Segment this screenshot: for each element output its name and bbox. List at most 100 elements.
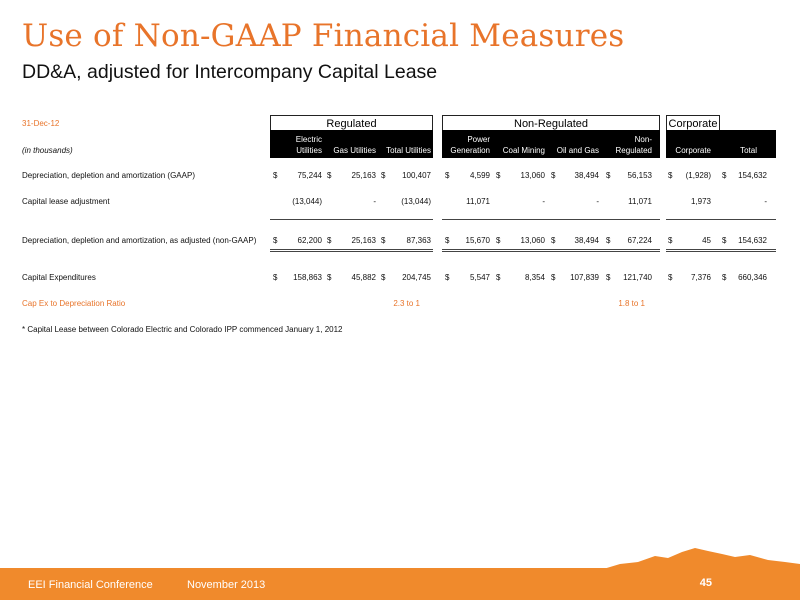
cell-value: 154,632 xyxy=(738,236,767,245)
currency-symbol: $ xyxy=(496,273,501,282)
currency-symbol: $ xyxy=(722,171,727,180)
row-label-ratio: Cap Ex to Depreciation Ratio xyxy=(22,299,126,308)
currency-symbol: $ xyxy=(551,273,556,282)
currency-symbol: $ xyxy=(445,273,450,282)
cell-value: 38,494 xyxy=(574,236,599,245)
col-power-line1: Power xyxy=(467,135,490,144)
cell-value: 158,863 xyxy=(293,273,322,282)
col-nonreg-line1: Non- xyxy=(634,135,652,144)
currency-symbol: $ xyxy=(327,171,332,180)
cell-value: 87,363 xyxy=(406,236,431,245)
currency-symbol: $ xyxy=(327,236,332,245)
currency-symbol: $ xyxy=(606,171,611,180)
currency-symbol: $ xyxy=(445,236,450,245)
cell-value: 5,547 xyxy=(469,273,490,282)
currency-symbol: $ xyxy=(496,171,501,180)
col-power-line2: Generation xyxy=(450,146,490,155)
currency-symbol: $ xyxy=(668,171,673,180)
cell-value: 13,060 xyxy=(520,171,545,180)
header-band-corporate xyxy=(666,130,776,158)
cell-value: 121,740 xyxy=(623,273,652,282)
cell-value: 8,354 xyxy=(524,273,545,282)
currency-symbol: $ xyxy=(327,273,332,282)
col-total: Total xyxy=(740,146,757,155)
currency-symbol: $ xyxy=(551,236,556,245)
footnote: * Capital Lease between Colorado Electri… xyxy=(22,325,343,334)
cell-value: 38,494 xyxy=(574,171,599,180)
total-double-rule xyxy=(270,249,433,252)
col-electric-line2: Utilities xyxy=(296,146,322,155)
cell-value: 660,346 xyxy=(738,273,767,282)
cell-value: - xyxy=(373,197,376,206)
currency-symbol: $ xyxy=(445,171,450,180)
date-label: 31-Dec-12 xyxy=(22,119,60,128)
cell-value: 11,071 xyxy=(466,197,490,206)
footer-band xyxy=(0,568,800,600)
cell-value: (13,044) xyxy=(401,197,431,206)
subtotal-rule xyxy=(442,219,660,220)
total-double-rule xyxy=(666,249,776,252)
row-label-capex: Capital Expenditures xyxy=(22,273,96,282)
col-oil-gas: Oil and Gas xyxy=(556,146,599,155)
col-coal: Coal Mining xyxy=(502,146,545,155)
currency-symbol: $ xyxy=(273,236,278,245)
currency-symbol: $ xyxy=(381,273,386,282)
header-band-non-regulated xyxy=(442,130,660,158)
cell-value: - xyxy=(542,197,545,206)
footer-date: November 2013 xyxy=(187,579,266,591)
mountain-silhouette xyxy=(600,548,800,570)
currency-symbol: $ xyxy=(381,171,386,180)
group-corporate: Corporate xyxy=(666,115,720,131)
cell-value: - xyxy=(596,197,599,206)
subtotal-rule xyxy=(666,219,776,220)
cell-value: 204,745 xyxy=(402,273,431,282)
currency-symbol: $ xyxy=(668,236,673,245)
cell-value: 25,163 xyxy=(351,171,376,180)
group-non-regulated: Non-Regulated xyxy=(442,115,660,131)
cell-value: 11,071 xyxy=(628,197,652,206)
cell-value: 100,407 xyxy=(402,171,431,180)
group-regulated: Regulated xyxy=(270,115,433,131)
currency-symbol: $ xyxy=(722,236,727,245)
cell-value: (1,928) xyxy=(685,171,711,180)
col-electric-line1: Electric xyxy=(295,135,322,144)
header-band-regulated xyxy=(270,130,433,158)
currency-symbol: $ xyxy=(381,236,386,245)
currency-symbol: $ xyxy=(668,273,673,282)
cell-value: (13,044) xyxy=(292,197,322,206)
cell-value: 75,244 xyxy=(297,171,322,180)
cell-value: 25,163 xyxy=(351,236,376,245)
currency-symbol: $ xyxy=(722,273,727,282)
cell-value: 62,200 xyxy=(297,236,322,245)
row-label-dda-adjusted: Depreciation, depletion and amortization… xyxy=(22,236,257,245)
col-nonreg-line2: Regulated xyxy=(615,146,652,155)
cell-value: - xyxy=(764,197,767,206)
cell-value: 15,670 xyxy=(465,236,490,245)
units-label: (in thousands) xyxy=(22,146,73,155)
cell-value: 4,599 xyxy=(469,171,490,180)
footer-conference: EEI Financial Conference xyxy=(28,579,153,591)
subtotal-rule xyxy=(270,219,433,220)
cell-value: 45 xyxy=(702,236,711,245)
page-number: 45 xyxy=(699,577,712,589)
row-label-dda-gaap: Depreciation, depletion and amortization… xyxy=(22,171,195,180)
cell-value: 1,973 xyxy=(690,197,711,206)
col-corporate: Corporate xyxy=(675,146,711,155)
ratio-non-regulated: 1.8 to 1 xyxy=(618,299,645,308)
cell-value: 7,376 xyxy=(690,273,711,282)
total-double-rule xyxy=(442,249,660,252)
currency-symbol: $ xyxy=(273,171,278,180)
row-label-lease-adjustment: Capital lease adjustment xyxy=(22,197,110,206)
cell-value: 154,632 xyxy=(738,171,767,180)
cell-value: 56,153 xyxy=(627,171,652,180)
ratio-regulated: 2.3 to 1 xyxy=(393,299,420,308)
page-title: Use of Non-GAAP Financial Measures xyxy=(22,18,625,54)
currency-symbol: $ xyxy=(551,171,556,180)
currency-symbol: $ xyxy=(606,273,611,282)
currency-symbol: $ xyxy=(496,236,501,245)
cell-value: 107,839 xyxy=(570,273,599,282)
col-gas: Gas Utilities xyxy=(333,146,376,155)
col-total-utilities: Total Utilities xyxy=(386,146,431,155)
cell-value: 45,882 xyxy=(351,273,376,282)
currency-symbol: $ xyxy=(606,236,611,245)
